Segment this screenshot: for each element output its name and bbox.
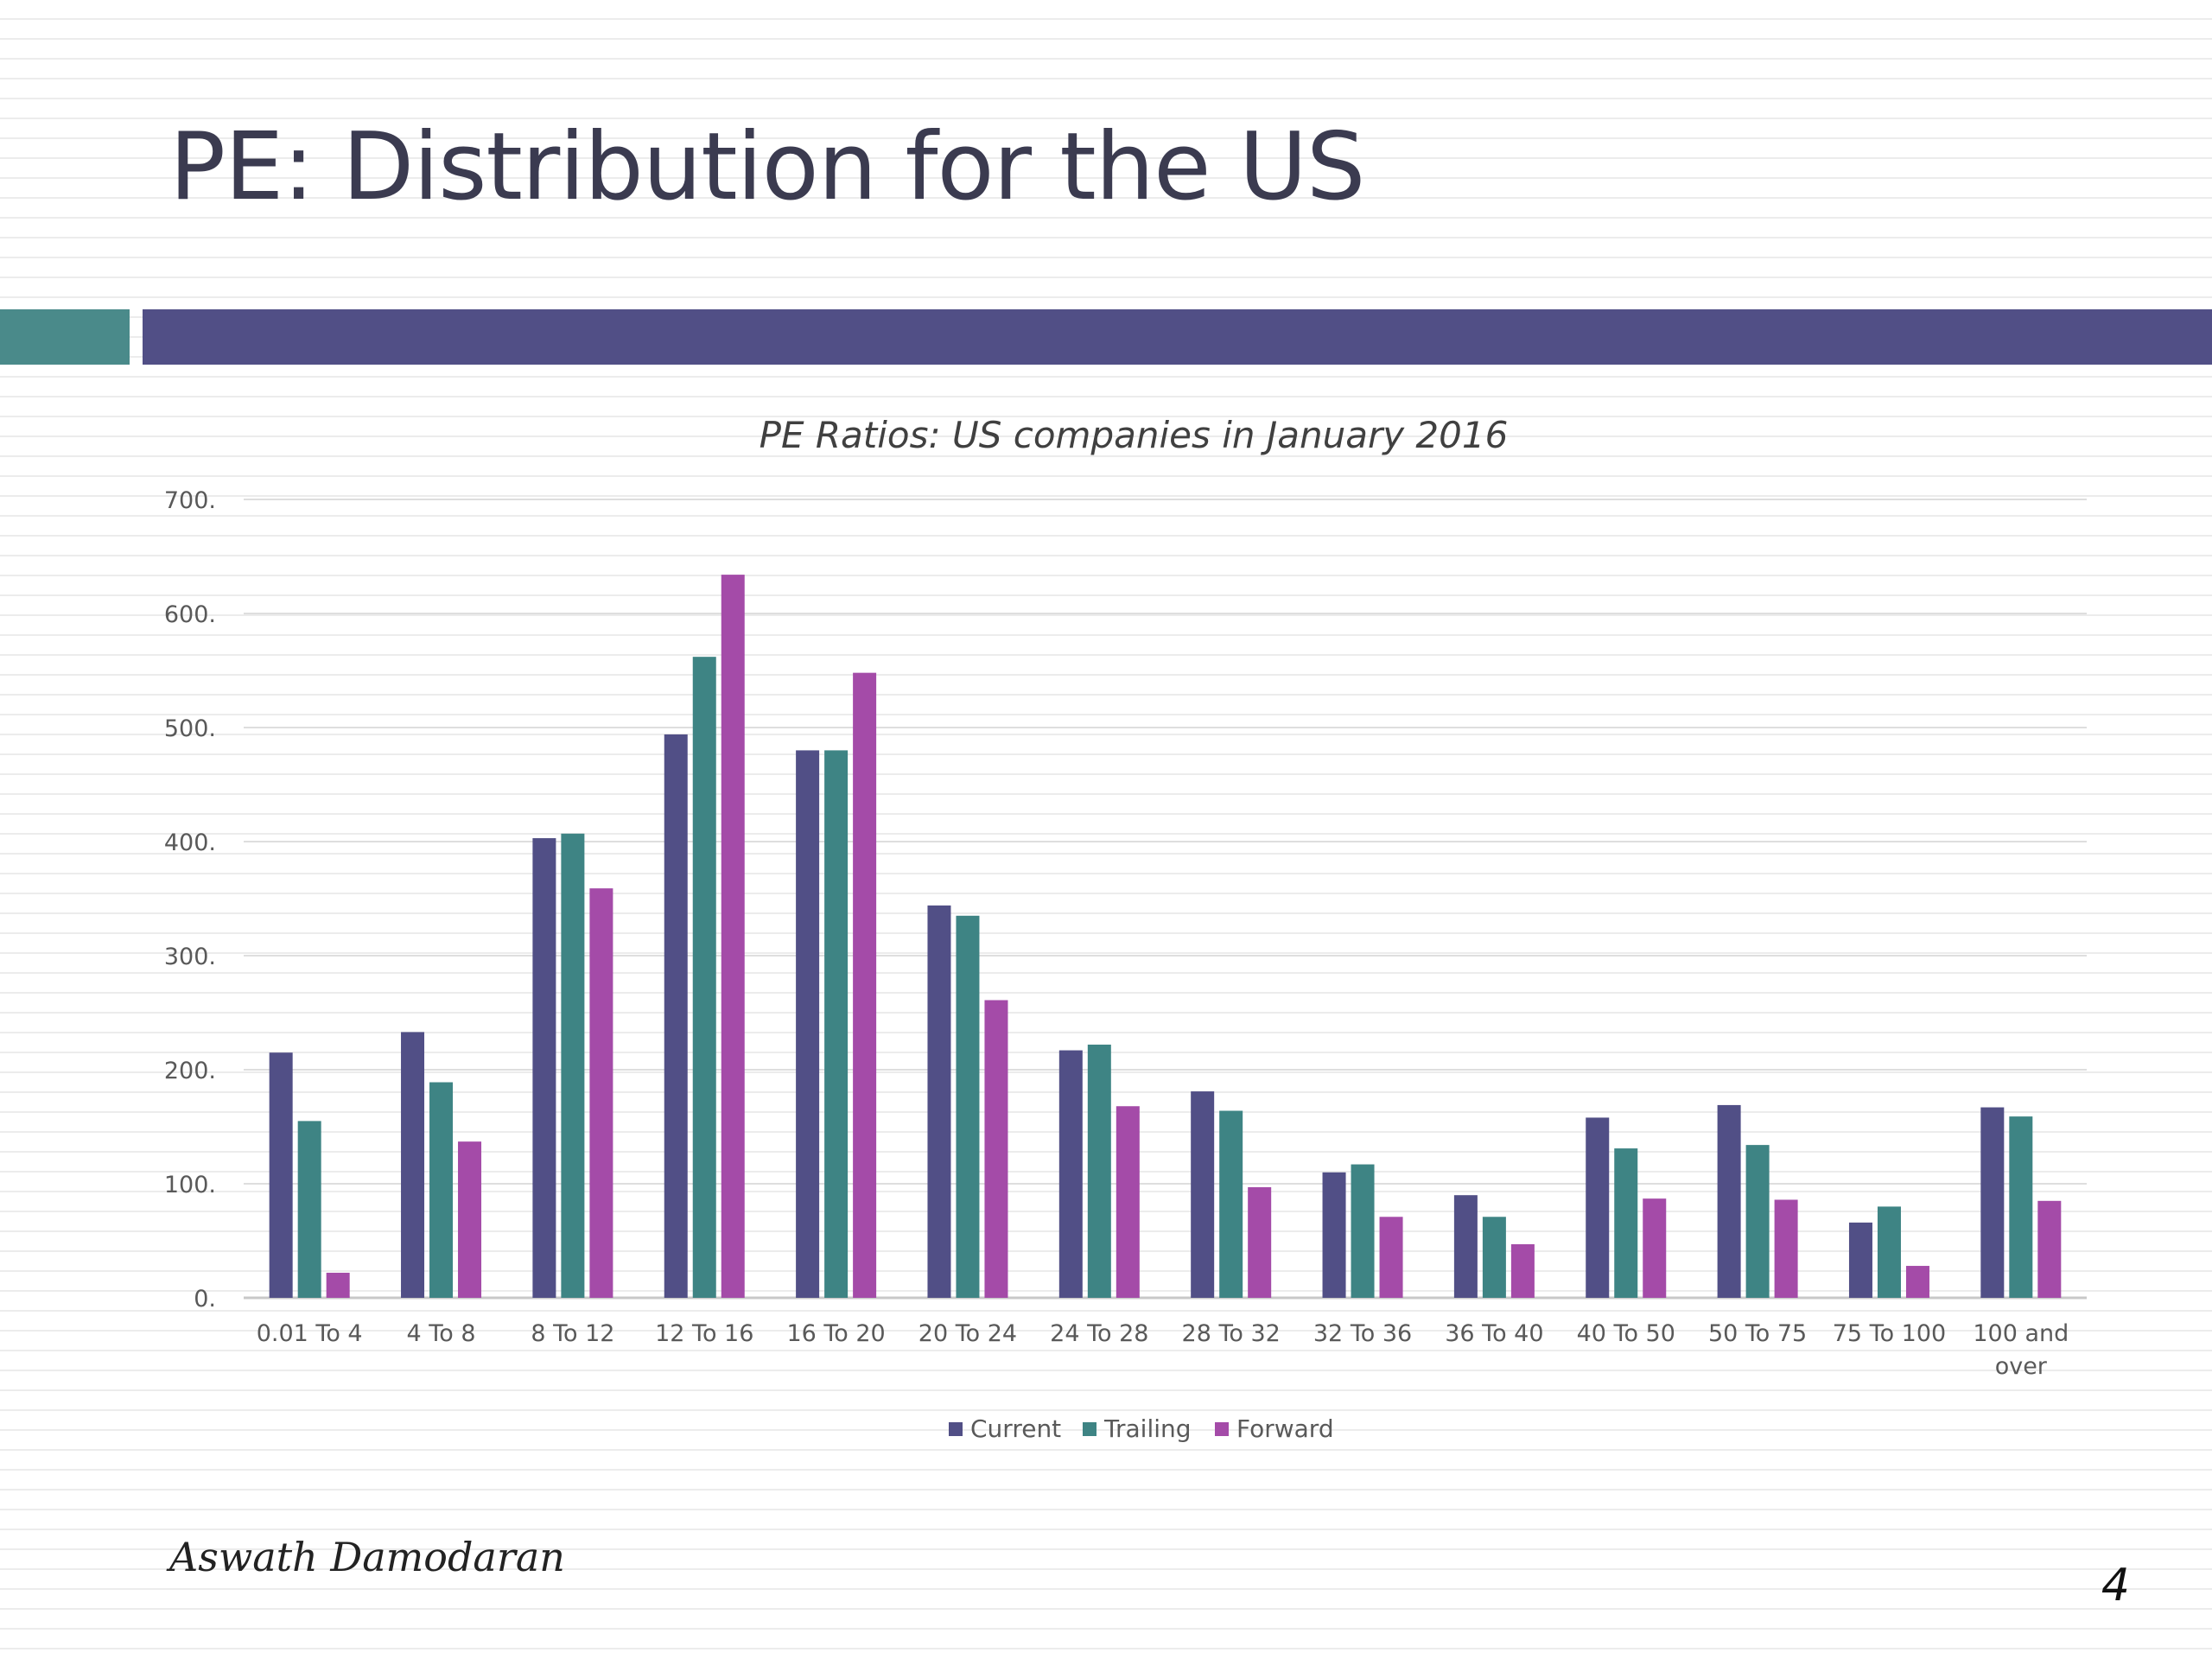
legend-swatch	[1215, 1422, 1229, 1436]
bar-current	[1980, 1107, 2005, 1298]
y-tick-label: 500.	[164, 715, 216, 742]
x-tick-label: 36 To 40	[1445, 1320, 1543, 1347]
x-tick-label: 0.01 To 4	[257, 1320, 363, 1347]
y-tick-label: 600.	[164, 601, 216, 628]
x-tick-label: 75 To 100	[1833, 1320, 1946, 1347]
bar-trailing	[1482, 1217, 1506, 1298]
bar-current	[1453, 1195, 1478, 1298]
x-tick-label: 20 To 24	[918, 1320, 1017, 1347]
y-tick-label: 400.	[164, 830, 216, 856]
legend-item-forward: Forward	[1215, 1414, 1334, 1443]
bar-current	[1058, 1050, 1083, 1298]
bar-forward	[326, 1272, 350, 1298]
bar-current	[1586, 1117, 1610, 1298]
x-axis-ticks: 0.01 To 4 4 To 8 8 To 12 12 To 16 16 To 20 20…	[257, 1320, 2069, 1380]
bar-forward	[1510, 1243, 1535, 1298]
bar-current	[401, 1032, 425, 1298]
y-tick-label: 700.	[164, 487, 216, 514]
bar-forward	[458, 1141, 482, 1298]
x-tick-label: 8 To 12	[531, 1320, 614, 1347]
legend-swatch	[949, 1422, 963, 1436]
x-tick-label: 40 To 50	[1577, 1320, 1675, 1347]
bar-trailing	[1087, 1044, 1111, 1298]
gridlines	[244, 499, 2087, 1300]
title-accent-bar-purple	[143, 309, 2212, 365]
title-accent-bar-teal	[0, 309, 130, 365]
bars	[269, 575, 2062, 1298]
x-tick-label: 100 and over	[1973, 1320, 2069, 1380]
legend-swatch	[1083, 1422, 1096, 1436]
legend-label: Forward	[1236, 1414, 1334, 1443]
bar-current	[532, 838, 556, 1298]
bar-trailing	[1219, 1110, 1243, 1298]
bar-current	[1191, 1091, 1215, 1298]
x-tick-label: 24 To 28	[1050, 1320, 1148, 1347]
bar-forward	[853, 672, 877, 1298]
bar-current	[1717, 1104, 1741, 1298]
bar-forward	[1379, 1217, 1403, 1298]
bar-forward	[1774, 1199, 1798, 1298]
bar-trailing	[956, 915, 980, 1298]
bar-trailing	[824, 750, 849, 1298]
bar-forward	[1116, 1106, 1140, 1298]
bar-current	[796, 750, 820, 1298]
bar-forward	[721, 575, 745, 1298]
bar-trailing	[1745, 1145, 1770, 1298]
bar-forward	[1905, 1266, 1929, 1298]
bar-trailing	[1614, 1148, 1638, 1298]
bar-current	[1848, 1222, 1872, 1298]
bar-forward	[984, 1000, 1008, 1298]
y-tick-label: 100.	[164, 1172, 216, 1198]
legend-item-current: Current	[949, 1414, 1061, 1443]
bar-trailing	[1877, 1206, 1901, 1298]
x-tick-label: 16 To 20	[786, 1320, 885, 1347]
pe-distribution-chart: PE Ratios: US companies in January 2016 …	[164, 414, 2087, 1443]
chart-title: PE Ratios: US companies in January 2016	[760, 414, 1509, 456]
legend-item-trailing: Trailing	[1083, 1414, 1192, 1443]
legend-label: Current	[970, 1414, 1061, 1443]
x-tick-label: 4 To 8	[407, 1320, 476, 1347]
x-tick-label: 50 To 75	[1708, 1320, 1807, 1347]
bar-current	[1322, 1172, 1346, 1298]
x-tick-label: 28 To 32	[1182, 1320, 1281, 1347]
y-tick-label: 0.	[194, 1286, 216, 1313]
bar-current	[269, 1052, 293, 1298]
bar-trailing	[692, 657, 716, 1298]
bar-trailing	[2009, 1116, 2033, 1298]
y-tick-label: 300.	[164, 944, 216, 970]
bar-trailing	[1351, 1164, 1375, 1298]
bar-current	[664, 734, 688, 1298]
bar-forward	[589, 888, 613, 1298]
legend: Current Trailing Forward	[949, 1414, 1334, 1443]
bar-forward	[2037, 1200, 2062, 1298]
y-axis-ticks: 0. 100. 200. 300. 400. 500. 600. 700.	[164, 487, 216, 1313]
x-tick-label: 12 To 16	[655, 1320, 753, 1347]
bar-current	[927, 905, 951, 1298]
x-tick-label: 32 To 36	[1313, 1320, 1412, 1347]
y-tick-label: 200.	[164, 1058, 216, 1084]
bar-trailing	[561, 833, 585, 1298]
page-number: 4	[2101, 1560, 2130, 1611]
bar-trailing	[429, 1082, 454, 1298]
footer-author: Aswath Damodaran	[169, 1534, 565, 1580]
legend-label: Trailing	[1103, 1414, 1192, 1443]
bar-forward	[1248, 1186, 1272, 1298]
bar-forward	[1643, 1198, 1667, 1298]
slide-title: PE: Distribution for the US	[169, 113, 1365, 221]
bar-trailing	[297, 1121, 321, 1298]
